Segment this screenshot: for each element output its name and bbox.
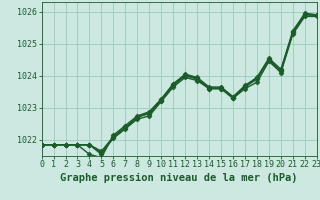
X-axis label: Graphe pression niveau de la mer (hPa): Graphe pression niveau de la mer (hPa) — [60, 173, 298, 183]
